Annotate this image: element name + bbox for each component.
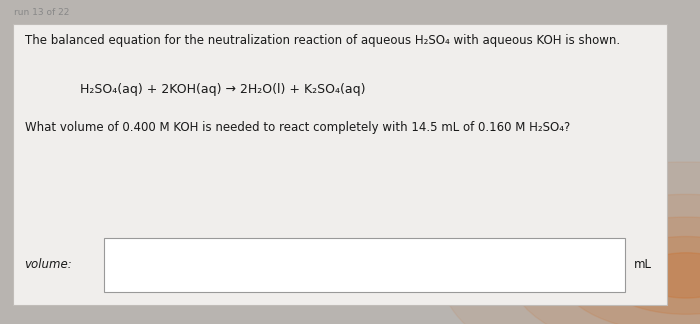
Circle shape [602, 237, 700, 314]
FancyBboxPatch shape [13, 24, 667, 305]
Text: H₂SO₄(aq) + 2KOH(aq) → 2H₂O(l) + K₂SO₄(aq): H₂SO₄(aq) + 2KOH(aq) → 2H₂O(l) + K₂SO₄(a… [80, 83, 366, 96]
Text: mL: mL [634, 258, 652, 271]
Circle shape [441, 162, 700, 324]
Text: volume:: volume: [25, 258, 72, 271]
Text: What volume of 0.400 M KOH is needed to react completely with 14.5 mL of 0.160 M: What volume of 0.400 M KOH is needed to … [25, 122, 570, 134]
Bar [104, 238, 625, 292]
Circle shape [511, 194, 700, 324]
Circle shape [560, 217, 700, 324]
Text: The balanced equation for the neutralization reaction of aqueous H₂SO₄ with aque: The balanced equation for the neutraliza… [25, 34, 620, 47]
Text: run 13 of 22: run 13 of 22 [14, 8, 69, 17]
Circle shape [637, 253, 700, 298]
